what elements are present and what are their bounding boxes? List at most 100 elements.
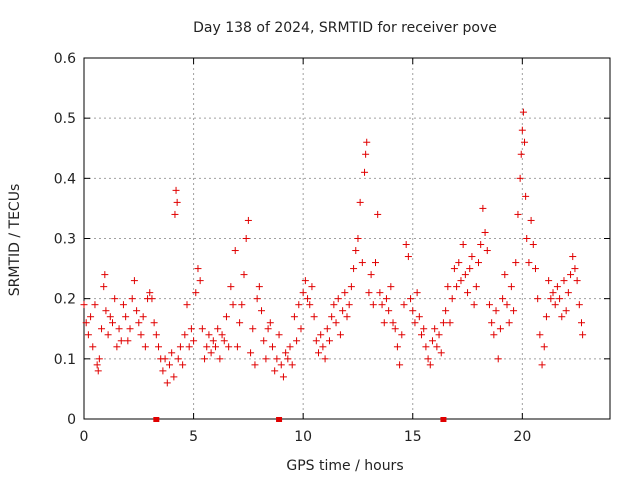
data-point — [238, 301, 246, 309]
data-point — [205, 331, 213, 339]
data-point — [556, 295, 564, 303]
data-point — [152, 331, 160, 339]
data-point — [363, 138, 371, 146]
data-point — [448, 295, 456, 303]
data-point — [111, 295, 119, 303]
data-point — [518, 126, 526, 134]
y-tick-label: 0.3 — [54, 232, 76, 248]
data-point — [540, 343, 548, 351]
data-point — [578, 319, 586, 327]
data-point — [444, 283, 452, 291]
data-point — [573, 277, 581, 285]
data-point — [527, 216, 535, 224]
data-point — [258, 307, 266, 315]
data-point — [150, 319, 158, 327]
data-point — [422, 343, 430, 351]
data-point — [80, 301, 88, 309]
data-point — [560, 277, 568, 285]
data-point — [319, 343, 327, 351]
data-point — [170, 373, 178, 381]
chart-title: Day 138 of 2024, SRMTID for receiver pov… — [193, 20, 497, 36]
data-point — [356, 198, 364, 206]
x-tick-label: 20 — [513, 429, 531, 445]
data-point — [374, 210, 382, 218]
data-point — [336, 331, 344, 339]
data-point — [551, 301, 559, 309]
data-point — [426, 361, 434, 369]
data-point — [361, 168, 369, 176]
data-point — [82, 319, 90, 327]
data-point — [523, 235, 531, 242]
data-point — [490, 331, 498, 339]
data-point — [185, 343, 193, 351]
data-point — [453, 283, 461, 291]
data-point — [124, 337, 132, 345]
data-point — [341, 289, 349, 297]
data-point — [470, 301, 478, 309]
data-point — [227, 283, 235, 291]
data-point — [391, 325, 399, 333]
data-point — [271, 367, 279, 375]
y-tick-label: 0.1 — [54, 352, 76, 368]
data-point — [181, 331, 189, 339]
data-point — [466, 265, 474, 273]
data-point — [255, 283, 263, 291]
data-point — [244, 216, 252, 224]
data-point — [176, 343, 184, 351]
data-point — [411, 319, 419, 327]
data-point — [168, 349, 176, 357]
data-point — [308, 283, 316, 291]
data-point — [400, 301, 408, 309]
data-point — [402, 241, 410, 249]
data-point — [564, 289, 572, 297]
x-axis-markers — [153, 417, 447, 422]
data-point — [229, 301, 237, 309]
data-point — [459, 241, 467, 249]
data-point — [529, 241, 537, 249]
data-point — [461, 271, 469, 279]
data-point — [457, 277, 465, 285]
data-point — [306, 301, 314, 309]
data-point — [485, 301, 493, 309]
data-point — [396, 361, 404, 369]
data-point — [222, 313, 230, 321]
data-point — [479, 204, 487, 212]
data-point — [279, 373, 287, 381]
data-point — [347, 283, 355, 291]
data-point — [260, 337, 268, 345]
data-point — [545, 277, 553, 285]
y-tick-label: 0.5 — [54, 111, 76, 127]
data-point — [101, 271, 109, 279]
data-point — [148, 295, 156, 303]
data-point — [277, 361, 285, 369]
data-point — [275, 331, 283, 339]
data-point — [297, 325, 305, 333]
data-point — [415, 313, 423, 321]
data-point — [192, 289, 200, 297]
data-point — [159, 367, 167, 375]
data-point — [216, 355, 224, 363]
data-point — [367, 271, 375, 279]
data-point — [282, 349, 290, 357]
data-point — [106, 313, 114, 321]
x-tick-label: 15 — [404, 429, 422, 445]
data-point — [433, 343, 441, 351]
data-point — [115, 325, 123, 333]
data-point — [404, 253, 412, 261]
data-point — [104, 331, 112, 339]
data-point — [398, 331, 406, 339]
data-point — [299, 289, 307, 297]
data-point — [358, 259, 366, 267]
data-point — [446, 319, 454, 327]
y-tick-label: 0.4 — [54, 171, 76, 187]
data-point — [146, 289, 154, 297]
x-tick-label: 10 — [294, 429, 312, 445]
data-point — [483, 247, 491, 255]
data-point — [382, 295, 390, 303]
data-point — [198, 325, 206, 333]
y-tick-label: 0.2 — [54, 292, 76, 308]
data-point — [424, 355, 432, 363]
data-point — [558, 313, 566, 321]
data-point — [525, 259, 533, 267]
